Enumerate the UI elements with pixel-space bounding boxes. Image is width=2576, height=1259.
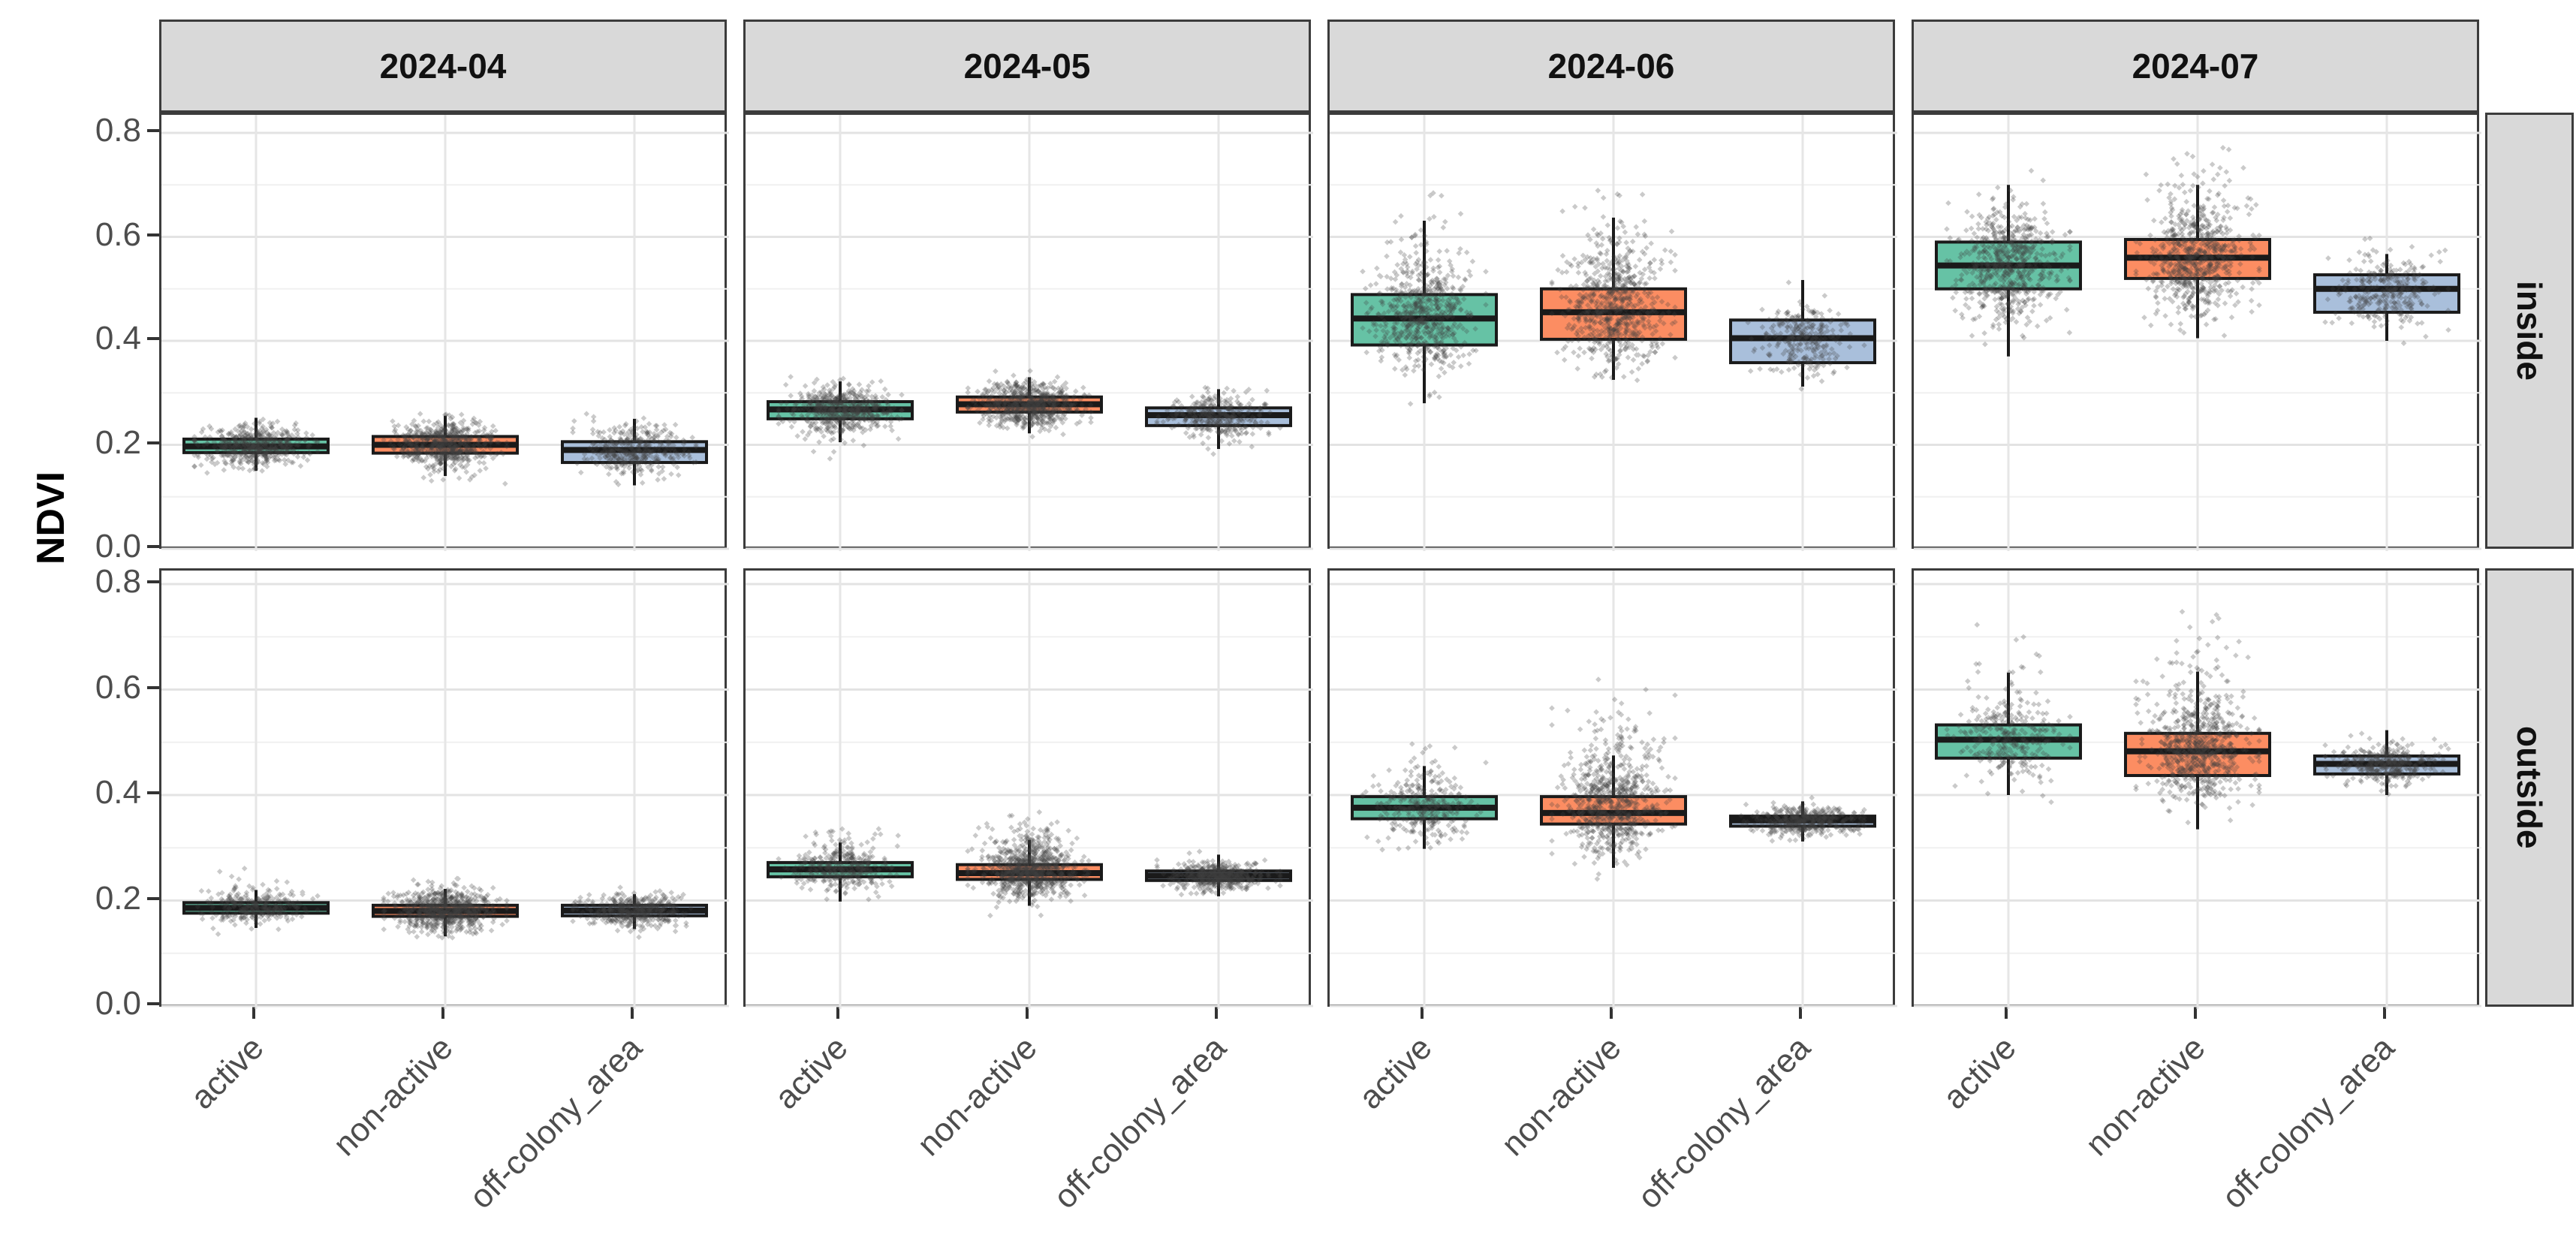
jitter-points-off-colony_area xyxy=(1154,384,1283,457)
jitter-points-off-colony_area xyxy=(1154,848,1283,898)
boxplot-active xyxy=(1935,622,2082,806)
jitter-points-off-colony_area xyxy=(1738,794,1867,844)
y-tick-label: 0.6 xyxy=(95,215,141,253)
jitter-points-active xyxy=(776,826,901,902)
boxplot-off-colony_area xyxy=(1145,384,1292,457)
x-axis-tick xyxy=(1215,1007,1218,1019)
boxplot-non-active xyxy=(956,368,1103,440)
x-axis-tick xyxy=(1421,1007,1424,1019)
y-tick-label: 0.4 xyxy=(95,320,141,357)
boxplot-active xyxy=(1351,741,1498,853)
x-axis-tick xyxy=(1799,1007,1802,1019)
jitter-points-non-active xyxy=(2133,609,2262,826)
y-axis-tick xyxy=(147,791,159,794)
y-axis-tick xyxy=(147,441,159,444)
y-tick-label: 0.6 xyxy=(95,668,141,706)
y-tick-label: 0.8 xyxy=(95,563,141,600)
boxplot-off-colony_area xyxy=(561,411,708,488)
x-tick-label-active: active xyxy=(183,1029,271,1116)
jitter-points-active xyxy=(1944,167,2073,348)
boxplot-non-active xyxy=(2124,145,2271,339)
y-axis-tick xyxy=(147,545,159,548)
facet-strip-outside: outside xyxy=(2485,568,2574,1007)
box-iqr xyxy=(2313,273,2460,314)
boxplot-active xyxy=(767,826,914,902)
box-iqr xyxy=(1729,318,1876,365)
boxplot-non-active xyxy=(956,809,1103,919)
boxplot-off-colony_area xyxy=(561,884,708,941)
jitter-points-off-colony_area xyxy=(570,884,694,941)
panel-2024-04-outside xyxy=(159,568,729,1009)
y-tick-label: 0.8 xyxy=(95,112,141,149)
jitter-points-active xyxy=(1360,190,1489,407)
jitter-points-off-colony_area xyxy=(2322,730,2451,797)
x-axis-tick xyxy=(2383,1007,2386,1019)
jitter-points-active xyxy=(776,374,905,462)
panel-2024-07-inside xyxy=(1912,113,2481,551)
y-tick-label: 0.0 xyxy=(95,985,141,1022)
y-axis-tick xyxy=(147,896,159,900)
y-tick-label: 0.2 xyxy=(95,423,141,461)
boxplot-non-active xyxy=(372,411,519,487)
boxplot-active xyxy=(767,374,914,462)
panel-2024-06-inside xyxy=(1327,113,1897,551)
x-axis-tick xyxy=(2005,1007,2008,1019)
y-axis-tick xyxy=(147,337,159,340)
y-axis-tick xyxy=(147,233,159,236)
boxplot-active xyxy=(1935,167,2082,357)
jitter-points-non-active xyxy=(965,368,1094,440)
panel-2024-05-outside xyxy=(743,568,1313,1009)
x-axis-tick xyxy=(836,1007,839,1019)
jitter-points-non-active xyxy=(965,809,1092,919)
x-axis-tick xyxy=(1610,1007,1613,1019)
panel-2024-04-inside xyxy=(159,113,729,551)
jitter-points-active xyxy=(1944,622,2073,806)
jitter-points-active xyxy=(1360,741,1489,853)
jitter-points-off-colony_area xyxy=(1745,279,1867,392)
boxplot-off-colony_area xyxy=(1729,279,1876,392)
y-tick-label: 0.4 xyxy=(95,774,141,811)
x-axis-tick xyxy=(252,1007,255,1019)
facet-strip-2024-06: 2024-06 xyxy=(1327,20,1895,113)
boxplot-active xyxy=(182,866,330,937)
jitter-points-non-active xyxy=(381,411,510,487)
jitter-points-non-active xyxy=(1549,188,1678,384)
boxplot-non-active xyxy=(2124,609,2271,830)
y-tick-label: 0.0 xyxy=(95,528,141,565)
y-axis-tick xyxy=(147,580,159,583)
boxplot-off-colony_area xyxy=(1145,848,1292,898)
x-axis-tick xyxy=(1026,1007,1029,1019)
jitter-points-non-active xyxy=(2133,145,2262,339)
y-axis-tick xyxy=(147,129,159,132)
y-axis-tick xyxy=(147,685,159,689)
boxplot-non-active xyxy=(372,875,519,941)
facet-strip-2024-07: 2024-07 xyxy=(1912,20,2479,113)
x-axis-tick xyxy=(441,1007,444,1019)
facet-strip-2024-05: 2024-05 xyxy=(743,20,1311,113)
boxplot-off-colony_area xyxy=(1729,794,1876,844)
jitter-points-non-active xyxy=(1549,676,1678,882)
jitter-points-off-colony_area xyxy=(2322,235,2451,346)
boxplot-off-colony_area xyxy=(2313,235,2460,346)
boxplot-active xyxy=(182,416,330,476)
facet-strip-2024-04: 2024-04 xyxy=(159,20,727,113)
boxplot-off-colony_area xyxy=(2313,730,2460,797)
x-axis-tick xyxy=(631,1007,634,1019)
jitter-points-active xyxy=(194,866,321,937)
y-tick-label: 0.2 xyxy=(95,879,141,917)
facet-strip-inside: inside xyxy=(2485,113,2574,549)
panel-2024-07-outside xyxy=(1912,568,2481,1009)
boxplot-active xyxy=(1351,190,1498,407)
panel-2024-05-inside xyxy=(743,113,1313,551)
box-iqr xyxy=(2124,731,2271,778)
jitter-points-active xyxy=(191,416,321,476)
y-axis-tick xyxy=(147,1002,159,1005)
boxplot-non-active xyxy=(1540,188,1687,384)
x-axis-tick xyxy=(2194,1007,2197,1019)
boxplot-non-active xyxy=(1540,676,1687,882)
panel-2024-06-outside xyxy=(1327,568,1897,1009)
jitter-points-non-active xyxy=(381,875,510,941)
jitter-points-off-colony_area xyxy=(570,411,699,488)
